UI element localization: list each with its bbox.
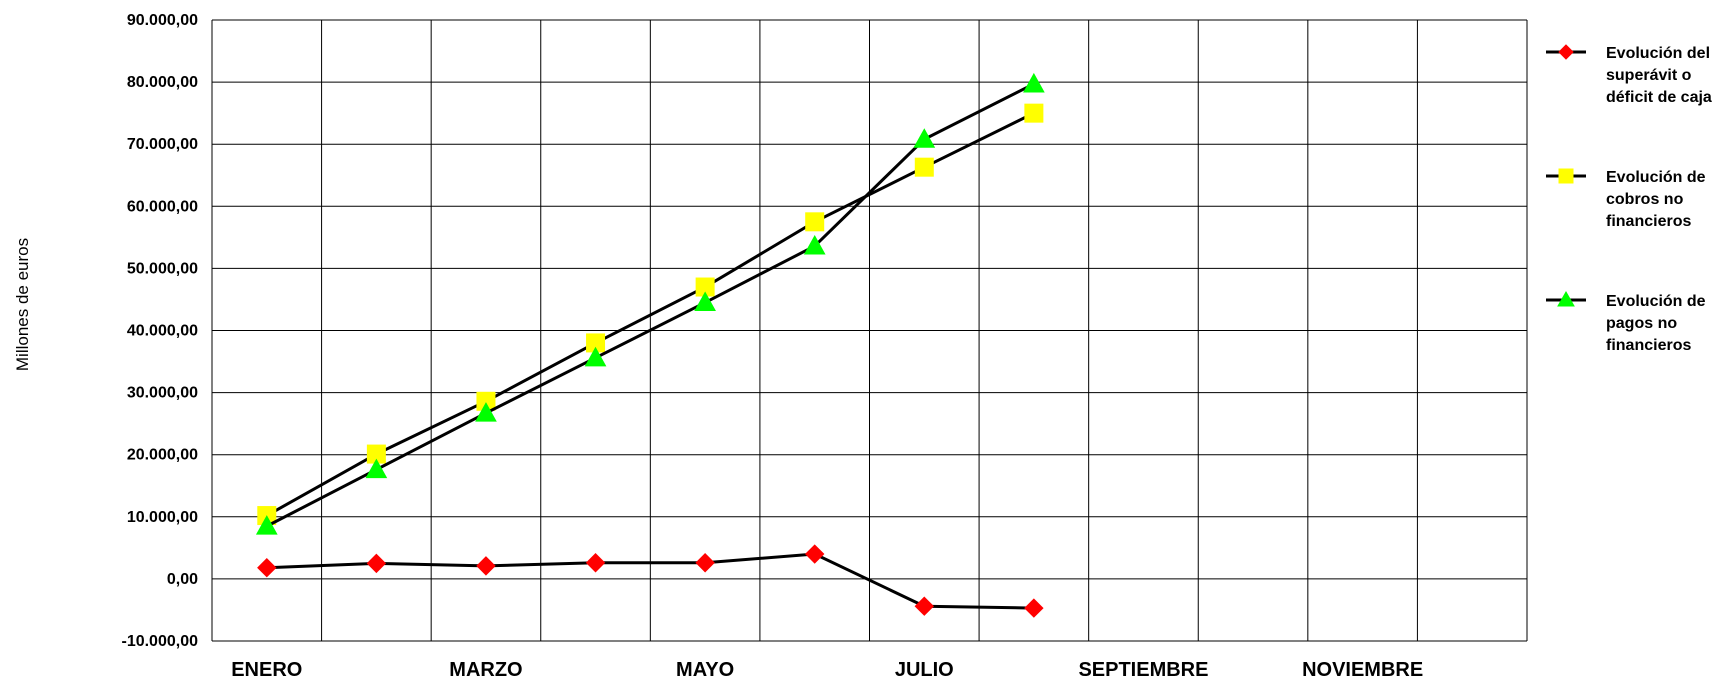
x-tick-label: ENERO — [231, 659, 302, 679]
series-1 — [257, 544, 1044, 618]
y-tick-label: -10.000,00 — [121, 633, 198, 650]
legend-label: financieros — [1606, 337, 1691, 354]
legend-label: Evolución de — [1606, 169, 1706, 186]
data-point — [803, 235, 826, 255]
legend-label: pagos no — [1606, 315, 1677, 332]
y-tick-label: 40.000,00 — [127, 323, 198, 340]
legend-item: Evolución de pagos no financieros — [1546, 290, 1706, 354]
data-point — [1023, 72, 1045, 93]
y-tick-label: 30.000,00 — [127, 385, 198, 402]
grid-lines — [211, 19, 1528, 642]
data-point — [585, 553, 606, 573]
data-point — [1024, 103, 1044, 123]
data-point — [257, 558, 277, 578]
data-point — [695, 553, 715, 573]
y-tick-label: 0,00 — [167, 571, 198, 588]
data-point — [476, 556, 496, 576]
data-point — [366, 553, 387, 574]
data-point — [365, 458, 388, 479]
x-axis: ENERO MARZO MAYO JULIO SEPTIEMBRE NOVIEMBRE — [231, 659, 1423, 681]
data-point — [475, 402, 497, 422]
x-tick-label: SEPTIEMBRE — [1078, 659, 1208, 679]
legend-marker — [1557, 290, 1575, 307]
x-tick-label: MAYO — [676, 659, 734, 679]
x-tick-label: JULIO — [895, 659, 954, 679]
series-line — [266, 82, 1035, 528]
data-point — [805, 544, 825, 564]
y-tick-label: 50.000,00 — [127, 260, 198, 277]
legend-label: Evolución de — [1606, 293, 1706, 310]
legend-label: cobros no — [1606, 191, 1684, 208]
legend-marker — [1558, 44, 1574, 60]
data-point — [913, 128, 936, 148]
data-point — [914, 596, 934, 616]
y-tick-label: 20.000,00 — [127, 447, 198, 464]
series-3 — [255, 72, 1045, 535]
legend-marker — [1558, 168, 1574, 184]
y-tick-label: 60.000,00 — [127, 198, 198, 215]
data-point — [1024, 598, 1044, 618]
data-point — [694, 291, 716, 312]
x-tick-label: MARZO — [449, 659, 522, 679]
legend-item: Evolución del superávit o déficit de caja — [1546, 44, 1712, 106]
y-tick-label: 70.000,00 — [127, 136, 198, 153]
y-axis-title: Millones de euros — [13, 238, 32, 371]
legend-label: superávit o — [1606, 67, 1692, 84]
data-point — [255, 515, 278, 535]
y-tick-label: 80.000,00 — [127, 74, 198, 91]
legend-label: financieros — [1606, 213, 1691, 230]
y-axis: -10.000,00 0,00 10.000,00 20.000,00 30.000,0… — [121, 12, 198, 650]
series-line — [266, 552, 1034, 610]
legend-item: Evolución de cobros no financieros — [1546, 168, 1706, 230]
y-tick-label: 90.000,00 — [127, 12, 198, 29]
legend-label: Evolución del — [1606, 45, 1710, 62]
data-point — [805, 212, 825, 232]
legend-label: déficit de caja — [1606, 89, 1712, 106]
x-tick-label: NOVIEMBRE — [1302, 659, 1423, 679]
series-line — [266, 111, 1035, 517]
data-point — [914, 157, 934, 177]
data-point — [584, 346, 607, 367]
y-tick-label: 10.000,00 — [127, 509, 198, 526]
